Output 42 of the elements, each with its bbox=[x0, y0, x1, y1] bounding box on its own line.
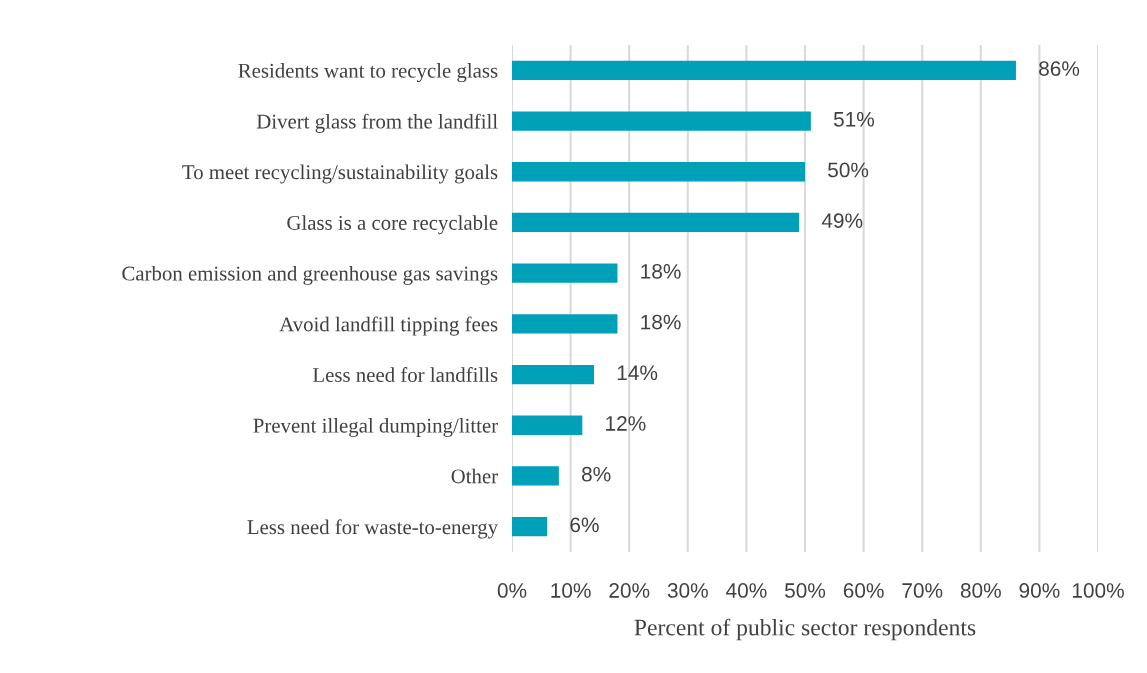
data-label: 51% bbox=[833, 111, 875, 127]
y-tick-label: To meet recycling/sustainability goals bbox=[182, 164, 498, 184]
x-tick-label: 60% bbox=[843, 583, 884, 598]
bar bbox=[512, 263, 618, 283]
bar bbox=[512, 517, 548, 537]
y-tick-label: Carbon emission and greenhouse gas savings bbox=[122, 265, 498, 285]
x-tick-label: 100% bbox=[1072, 583, 1124, 598]
bar bbox=[512, 415, 583, 435]
bar bbox=[512, 162, 805, 182]
y-tick-label: Less need for landfills bbox=[313, 367, 498, 382]
x-tick-label: 10% bbox=[551, 583, 591, 598]
bar bbox=[512, 60, 1016, 80]
bar bbox=[512, 314, 618, 334]
bar bbox=[512, 212, 800, 233]
x-tick-label: 90% bbox=[1019, 583, 1060, 598]
bar bbox=[512, 364, 595, 385]
data-label: 18% bbox=[641, 314, 681, 330]
bar bbox=[512, 466, 559, 486]
y-tick-label: Less need for waste-to-energy bbox=[247, 519, 499, 539]
x-tick-label: 30% bbox=[667, 583, 708, 598]
data-label: 12% bbox=[606, 416, 646, 431]
x-tick-label: 50% bbox=[784, 583, 826, 598]
data-label: 6% bbox=[570, 517, 599, 533]
x-tick-label: 20% bbox=[609, 583, 650, 598]
bar bbox=[512, 111, 811, 131]
y-tick-label: Other bbox=[451, 468, 498, 484]
data-label: 8% bbox=[582, 466, 611, 482]
data-label: 18% bbox=[641, 263, 681, 279]
data-label: 86% bbox=[1039, 61, 1080, 76]
y-tick-label: Prevent illegal dumping/litter bbox=[253, 418, 498, 437]
data-label: 50% bbox=[828, 162, 869, 178]
y-tick-label: Residents want to recycle glass bbox=[238, 63, 498, 83]
data-label: 49% bbox=[821, 213, 863, 229]
x-tick-label: 70% bbox=[902, 583, 943, 598]
x-tick-label: 0% bbox=[497, 583, 527, 598]
x-tick-label: 40% bbox=[726, 583, 767, 598]
y-tick-label: Divert glass from the landfill bbox=[256, 113, 498, 133]
y-tick-label: Avoid landfill tipping fees bbox=[279, 316, 498, 336]
y-tick-label: Glass is a core recyclable bbox=[287, 215, 498, 235]
x-axis-title: Percent of public sector respondents bbox=[634, 618, 976, 641]
data-label: 14% bbox=[617, 365, 658, 381]
x-tick-label: 80% bbox=[960, 583, 1001, 598]
